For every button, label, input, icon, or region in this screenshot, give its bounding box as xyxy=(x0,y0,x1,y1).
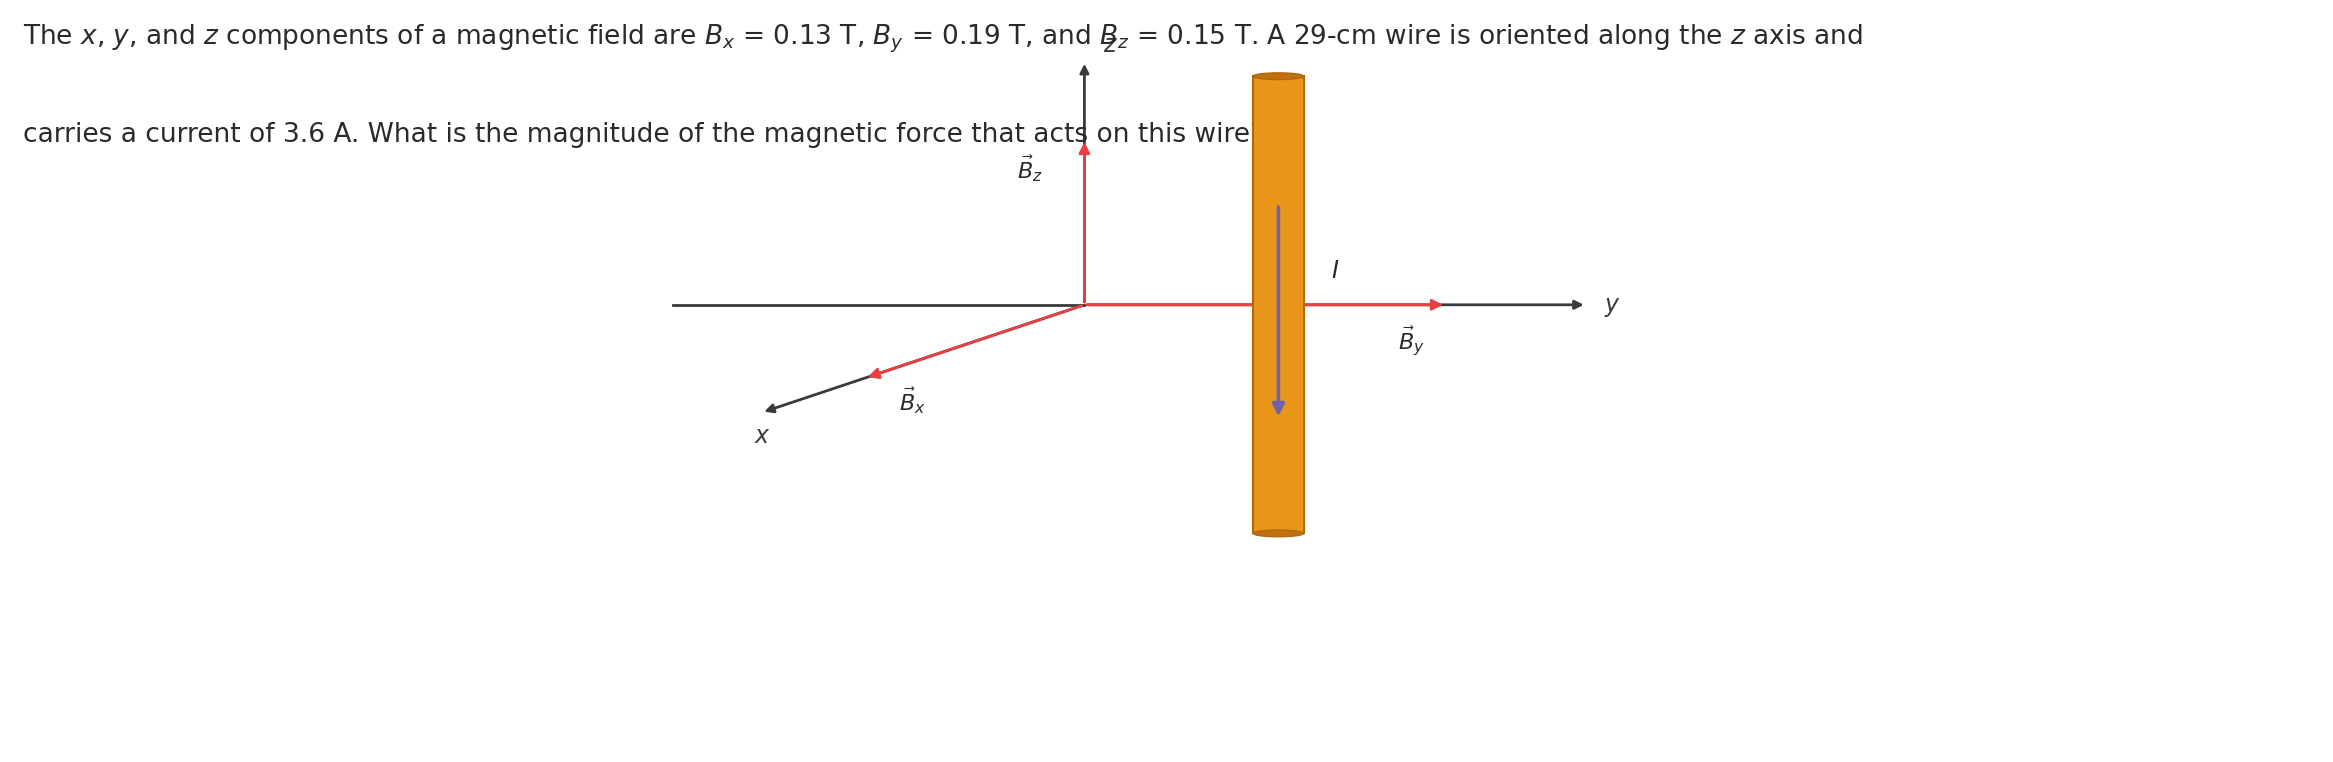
Text: I: I xyxy=(1330,258,1337,283)
Text: z: z xyxy=(1104,34,1115,57)
Text: $\vec{B}_y$: $\vec{B}_y$ xyxy=(1397,324,1425,358)
Text: $\vec{B}_z$: $\vec{B}_z$ xyxy=(1017,153,1043,184)
Text: x: x xyxy=(754,424,768,448)
Ellipse shape xyxy=(1253,530,1304,536)
Text: carries a current of 3.6 A. What is the magnitude of the magnetic force that act: carries a current of 3.6 A. What is the … xyxy=(23,122,1264,148)
Text: The $x$, $y$, and $z$ components of a magnetic field are $B_x$ = 0.13 T, $B_y$ =: The $x$, $y$, and $z$ components of a ma… xyxy=(23,23,1862,55)
Bar xyxy=(1253,76,1304,533)
Text: $\vec{B}_x$: $\vec{B}_x$ xyxy=(898,386,926,417)
Ellipse shape xyxy=(1253,73,1304,79)
Text: y: y xyxy=(1605,293,1619,317)
